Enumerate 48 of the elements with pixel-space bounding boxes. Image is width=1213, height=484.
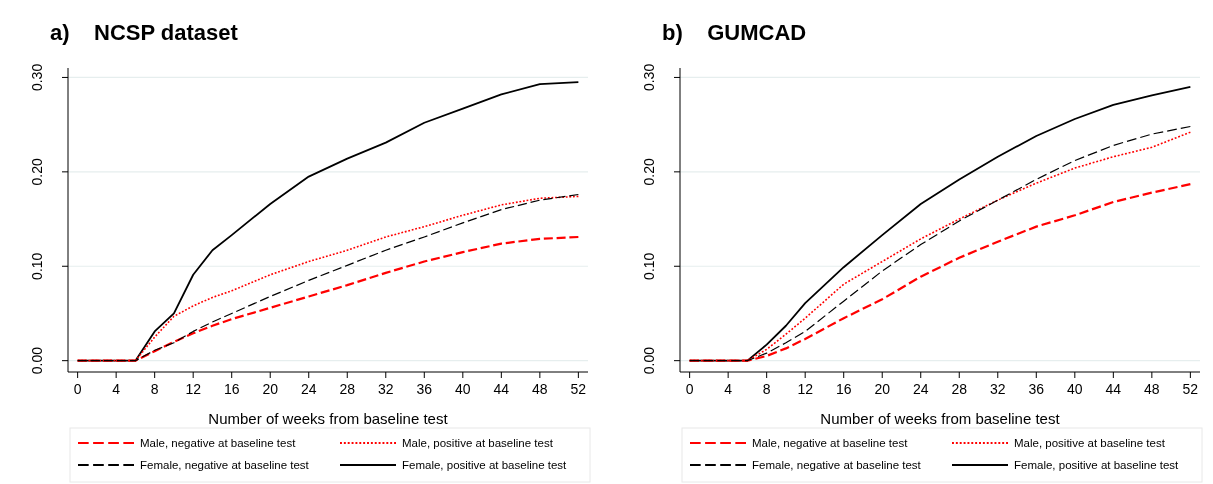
x-tick-label: 52 (1182, 381, 1199, 397)
x-tick-label: 16 (223, 381, 240, 397)
legend-label: Female, negative at baseline test (752, 459, 922, 471)
x-tick-label: 8 (150, 381, 159, 397)
x-tick-label: 24 (300, 381, 317, 397)
x-tick-label: 16 (835, 381, 852, 397)
x-tick-label: 40 (455, 381, 471, 397)
y-tick-label: 0.10 (29, 252, 45, 280)
legend-label: Female, positive at baseline test (402, 459, 568, 471)
legend-label: Female, negative at baseline test (140, 459, 310, 471)
x-tick-label: 48 (1144, 381, 1160, 397)
legend-label: Male, positive at baseline test (1014, 437, 1166, 449)
x-tick-label: 12 (797, 381, 814, 397)
legend-label: Male, negative at baseline test (140, 437, 297, 449)
x-tick-label: 20 (262, 381, 279, 397)
x-tick-label: 28 (951, 381, 968, 397)
x-tick-label: 4 (112, 381, 121, 397)
legend-label: Male, positive at baseline test (402, 437, 554, 449)
x-tick-label: 8 (762, 381, 771, 397)
x-tick-label: 36 (1028, 381, 1045, 397)
x-tick-label: 32 (989, 381, 1006, 397)
y-tick-label: 0.00 (641, 346, 657, 375)
x-tick-label: 44 (493, 381, 510, 397)
y-tick-label: 0.30 (641, 63, 657, 92)
y-tick-label: 0.10 (641, 252, 657, 280)
x-tick-label: 52 (570, 381, 587, 397)
x-tick-label: 28 (339, 381, 356, 397)
x-tick-label: 32 (377, 381, 394, 397)
x-tick-label: 0 (73, 381, 82, 397)
chart-title: b) GUMCAD (662, 20, 807, 45)
chart-title: a) NCSP dataset (50, 20, 239, 45)
x-tick-label: 12 (185, 381, 202, 397)
x-tick-label: 48 (532, 381, 548, 397)
x-tick-label: 44 (1105, 381, 1122, 397)
legend-label: Female, positive at baseline test (1014, 459, 1180, 471)
x-tick-label: 0 (685, 381, 694, 397)
y-tick-label: 0.20 (29, 158, 45, 186)
y-tick-label: 0.30 (29, 63, 45, 92)
x-tick-label: 36 (416, 381, 433, 397)
x-axis-title: Number of weeks from baseline test (208, 410, 449, 427)
x-tick-label: 40 (1067, 381, 1083, 397)
y-tick-label: 0.00 (29, 346, 45, 375)
x-axis-title: Number of weeks from baseline test (820, 410, 1061, 427)
legend-label: Male, negative at baseline test (752, 437, 909, 449)
x-tick-label: 20 (874, 381, 891, 397)
x-tick-label: 24 (912, 381, 929, 397)
x-tick-label: 4 (724, 381, 733, 397)
y-tick-label: 0.20 (641, 158, 657, 186)
